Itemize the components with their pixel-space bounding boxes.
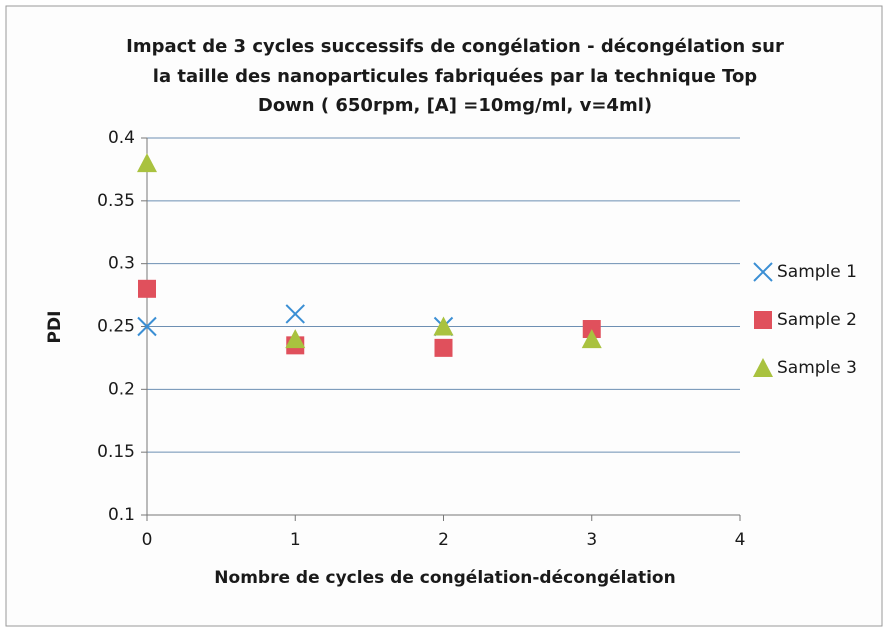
y-tick-label: 0.15 — [97, 442, 135, 462]
x-tick-label: 4 — [735, 530, 746, 550]
x-tick-label: 2 — [438, 530, 449, 550]
y-axis-label: PDI — [45, 311, 65, 344]
marker — [285, 329, 306, 349]
y-tick-label: 0.25 — [97, 317, 135, 337]
marker — [137, 153, 157, 173]
y-tick-label: 0.35 — [97, 191, 135, 211]
marker — [434, 338, 453, 357]
y-tick-label: 0.3 — [108, 254, 135, 274]
marker — [137, 316, 157, 337]
marker — [581, 329, 602, 349]
x-tick-label: 0 — [142, 530, 153, 550]
chart-title: Impact de 3 cycles successifs de congéla… — [126, 36, 784, 57]
chart-frame — [5, 5, 883, 627]
legend-marker — [753, 262, 773, 282]
chart-title: la taille des nanoparticules fabriquées … — [153, 66, 758, 87]
x-tick-label: 3 — [586, 530, 597, 550]
y-tick-label: 0.1 — [108, 505, 135, 525]
y-tick-label: 0.4 — [108, 128, 135, 148]
legend-label: Sample 1 — [777, 262, 857, 282]
marker — [433, 316, 454, 336]
chart-title: Down ( 650rpm, [A] =10mg/ml, v=4ml) — [258, 95, 652, 116]
legend-label: Sample 3 — [777, 358, 857, 378]
marker — [582, 320, 601, 339]
marker — [138, 279, 156, 298]
x-axis-label: Nombre de cycles de congélation-décongél… — [214, 568, 675, 588]
x-tick-label: 1 — [290, 530, 301, 550]
legend-label: Sample 2 — [777, 310, 857, 330]
legend-marker — [754, 311, 772, 329]
legend-marker — [753, 358, 773, 377]
y-tick-label: 0.2 — [108, 379, 135, 399]
marker — [285, 304, 305, 324]
